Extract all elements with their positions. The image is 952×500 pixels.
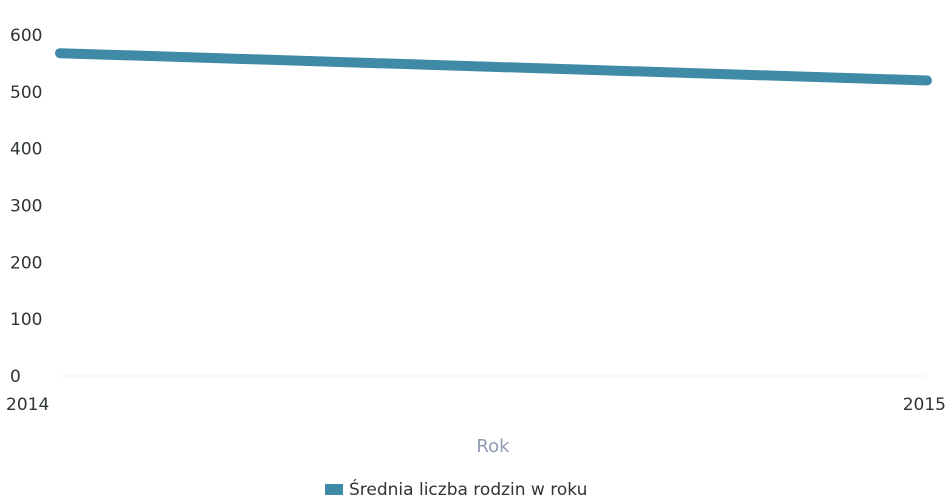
y-tick-label: 0 bbox=[10, 367, 21, 387]
series-layer bbox=[55, 48, 932, 86]
x-tick-label: 2015 bbox=[903, 395, 946, 415]
legend[interactable]: Średnia liczba rodzin w roku bbox=[325, 478, 587, 500]
x-axis-title: Rok bbox=[476, 436, 510, 457]
y-tick-label: 100 bbox=[10, 310, 42, 330]
y-axis-ticks: 0 100 200 300 400 500 600 bbox=[10, 26, 42, 387]
series-line[interactable] bbox=[55, 48, 932, 86]
y-tick-label: 200 bbox=[10, 253, 42, 273]
y-tick-label: 300 bbox=[10, 197, 42, 217]
y-tick-label: 600 bbox=[10, 26, 42, 46]
legend-label: Średnia liczba rodzin w roku bbox=[349, 478, 587, 500]
legend-swatch bbox=[325, 484, 343, 495]
x-axis-ticks: 2014 2015 bbox=[6, 395, 946, 415]
y-tick-label: 500 bbox=[10, 83, 42, 103]
x-tick-label: 2014 bbox=[6, 395, 49, 415]
y-tick-label: 400 bbox=[10, 140, 42, 160]
